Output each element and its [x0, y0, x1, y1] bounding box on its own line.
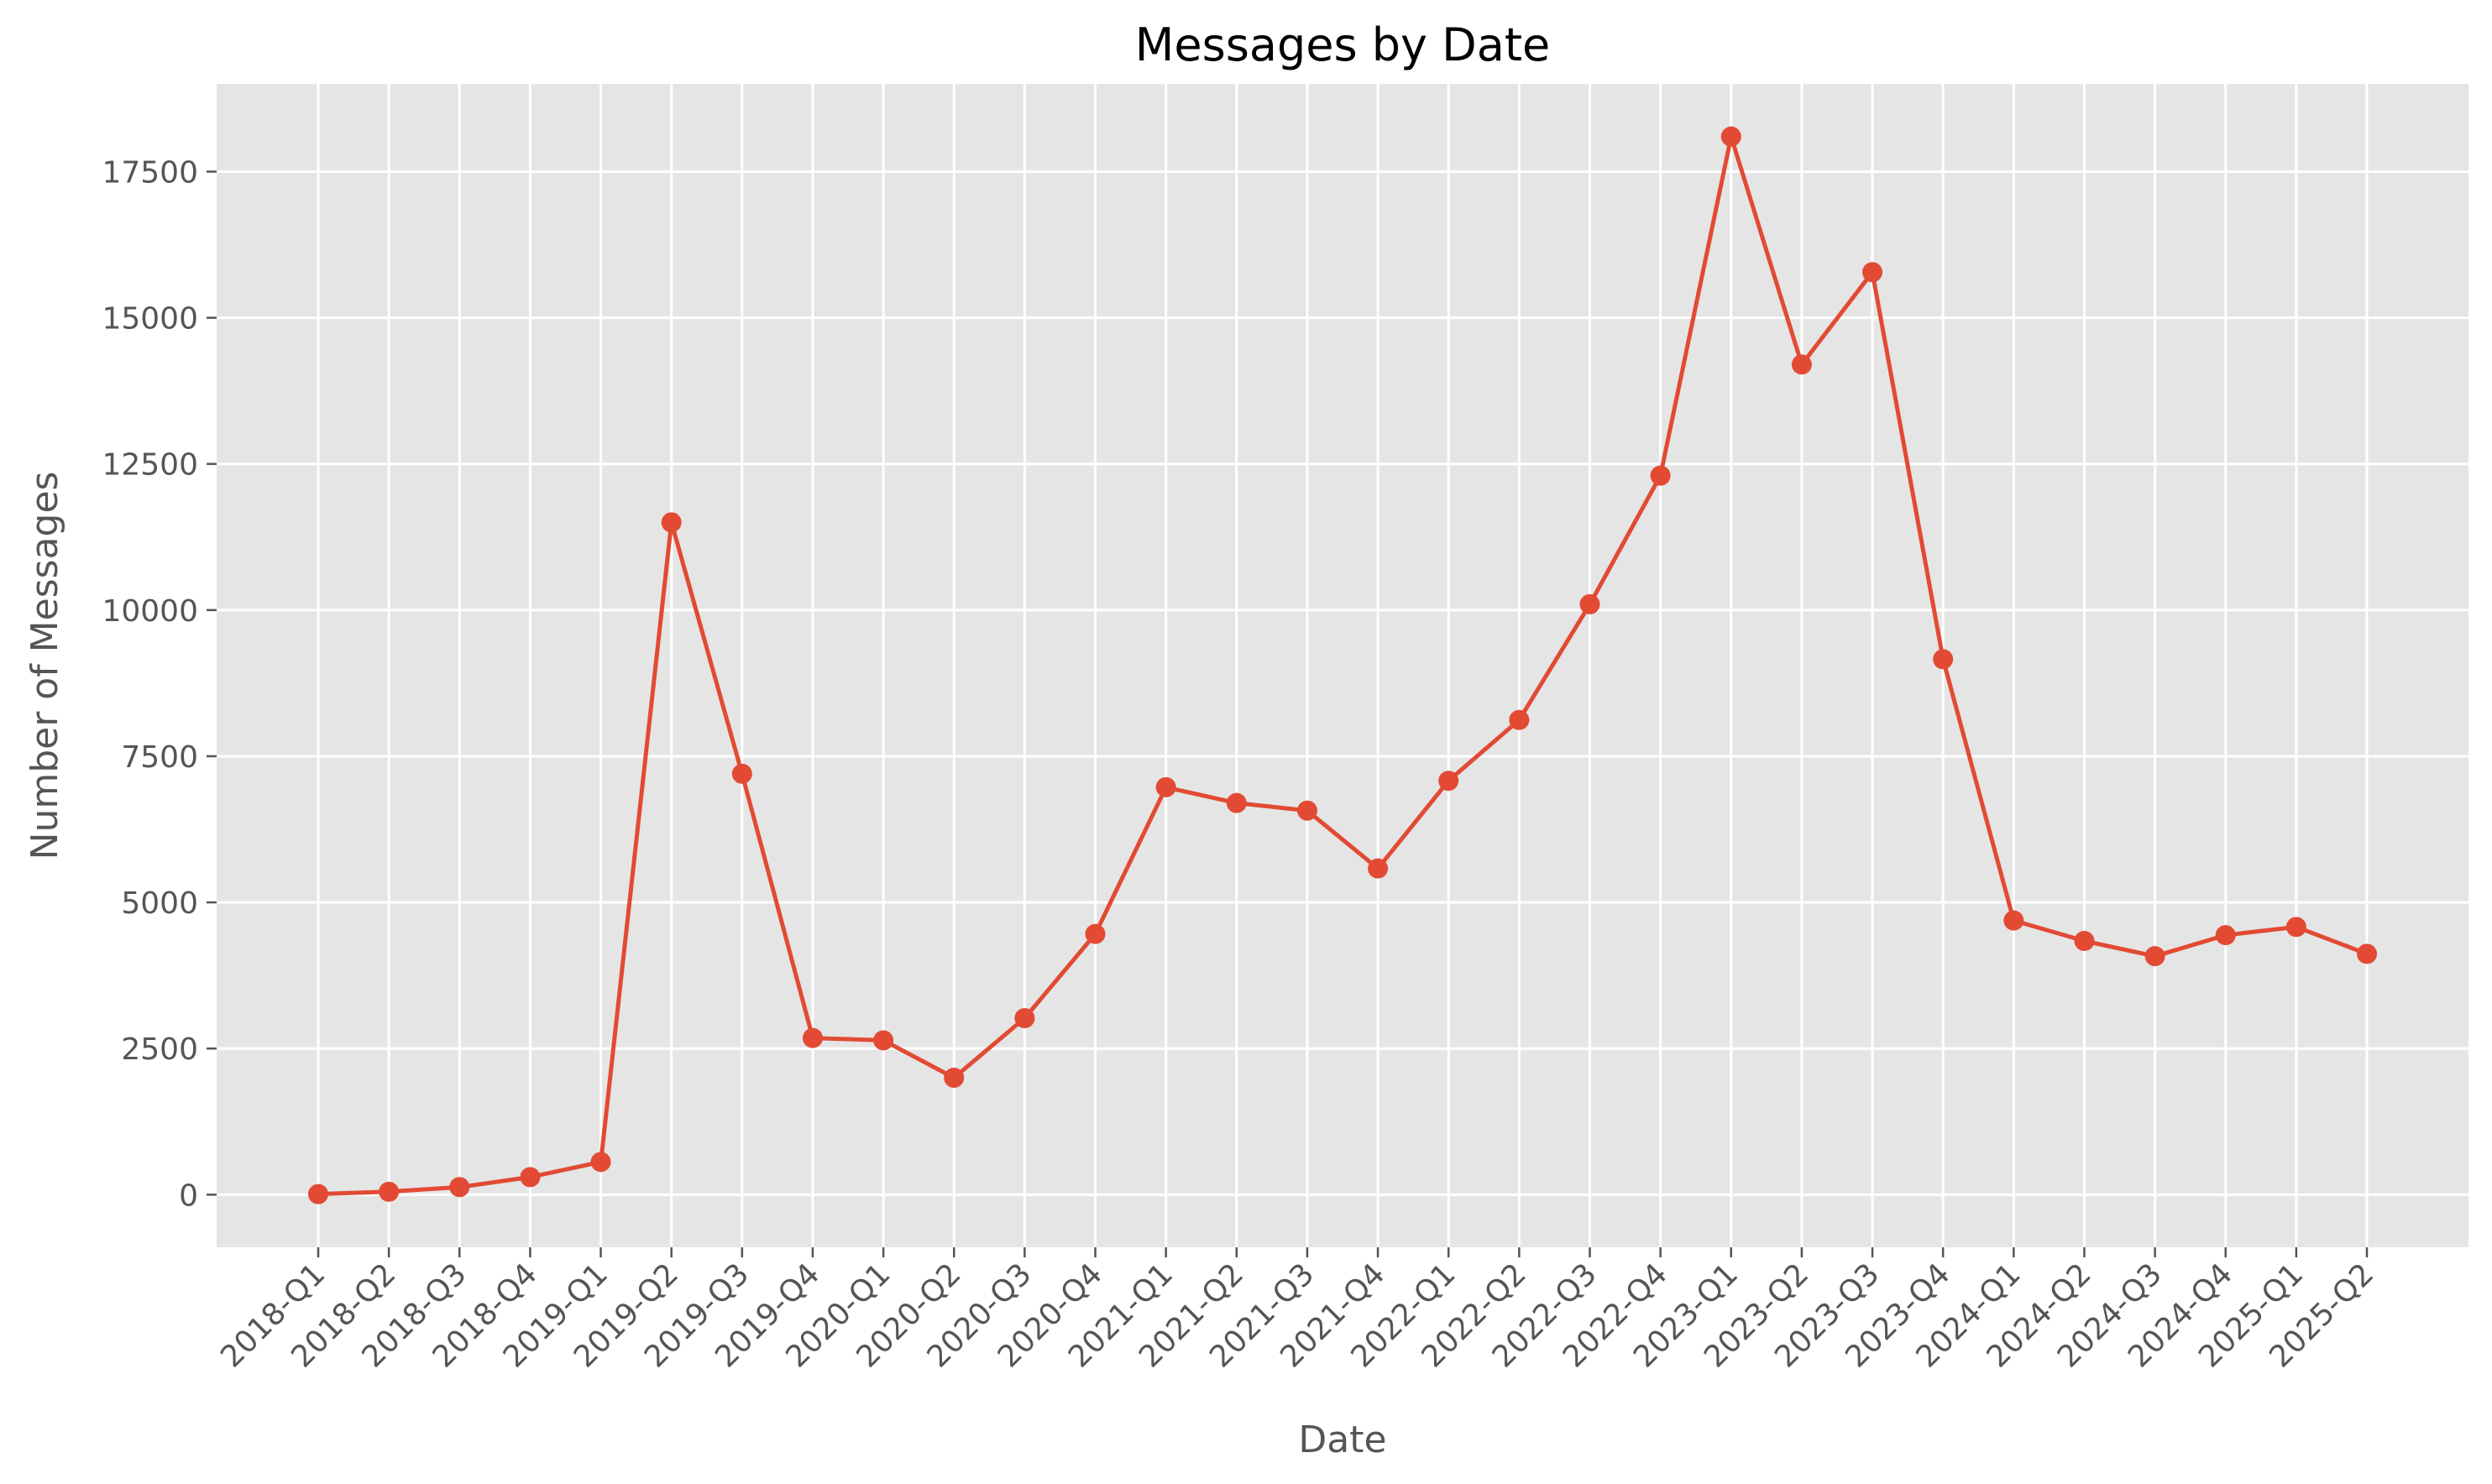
data-point [1650, 465, 1671, 486]
series [308, 126, 2377, 1204]
data-point [2357, 943, 2377, 964]
data-point [308, 1184, 328, 1204]
data-point [590, 1152, 611, 1173]
data-point [1720, 126, 1741, 147]
y-tick-label: 15000 [102, 302, 198, 337]
data-point [1085, 923, 1106, 944]
data-point [1791, 354, 1812, 375]
y-axis-label: Number of Messages [24, 472, 66, 860]
data-point [1014, 1007, 1035, 1028]
data-point [1296, 800, 1317, 821]
data-point [944, 1068, 965, 1089]
data-point [661, 512, 682, 533]
x-axis-ticks: 2018-Q12018-Q22018-Q32018-Q42019-Q12019-… [214, 1247, 2380, 1375]
data-point [1438, 771, 1459, 792]
data-point [1226, 792, 1247, 813]
x-axis-label: Date [1298, 1419, 1386, 1461]
data-point [1368, 858, 1389, 879]
data-point [2285, 917, 2306, 938]
y-tick-label: 5000 [121, 886, 198, 921]
y-tick-label: 2500 [121, 1032, 198, 1067]
chart-title: Messages by Date [1135, 18, 1550, 71]
data-point [379, 1181, 400, 1202]
data-point [520, 1167, 541, 1188]
data-point [731, 763, 752, 784]
y-tick-label: 7500 [121, 740, 198, 775]
y-tick-label: 17500 [102, 155, 198, 190]
data-point [449, 1177, 470, 1198]
y-tick-label: 10000 [102, 594, 198, 629]
data-point [873, 1030, 894, 1051]
data-point [1155, 776, 1176, 797]
data-point [1862, 262, 1883, 283]
grid [217, 84, 2468, 1247]
y-tick-label: 12500 [102, 448, 198, 483]
data-point [1579, 593, 1600, 614]
data-point [2144, 946, 2165, 967]
y-axis-ticks: 0 2500 5000 7500 10000 12500 15000 17500 [102, 155, 217, 1213]
series-line [317, 134, 2368, 1197]
data-point [802, 1027, 823, 1048]
data-point [2215, 925, 2236, 946]
data-point [1509, 709, 1530, 730]
data-point [2003, 910, 2024, 931]
data-point [2074, 931, 2095, 952]
plot-area [217, 84, 2468, 1247]
data-point [1933, 649, 1954, 670]
y-tick-label: 0 [179, 1178, 198, 1213]
